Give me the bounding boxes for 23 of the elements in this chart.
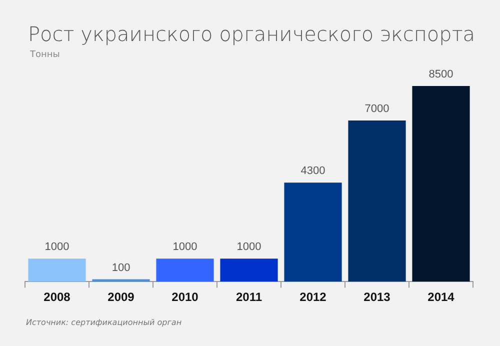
bar [412, 86, 470, 282]
x-tick-label: 2010 [172, 290, 199, 304]
data-label: 7000 [364, 103, 390, 116]
text: Источник: сертификационный орган [26, 318, 182, 327]
x-tick-label: 2014 [428, 290, 455, 304]
data-label: 4300 [300, 165, 326, 178]
x-tick-label: 2009 [108, 290, 135, 304]
x-tick-label: 2012 [300, 290, 327, 304]
data-label: 8500 [428, 68, 454, 81]
bar [348, 120, 406, 282]
x-tick-label: 2011 [236, 290, 262, 304]
bar [28, 258, 86, 282]
chart-subtitle: Тонны [30, 50, 60, 60]
bar [156, 258, 214, 282]
bar [284, 182, 342, 282]
data-label: 1000 [172, 241, 198, 254]
x-tick-label: 2013 [364, 290, 391, 304]
bar [220, 258, 278, 282]
chart-title: Рост украинского органического экспорта [28, 22, 476, 46]
data-label: 100 [112, 262, 130, 274]
data-label: 1000 [44, 241, 70, 254]
x-tick-label: 2008 [44, 290, 71, 304]
data-label: 1000 [236, 241, 262, 254]
